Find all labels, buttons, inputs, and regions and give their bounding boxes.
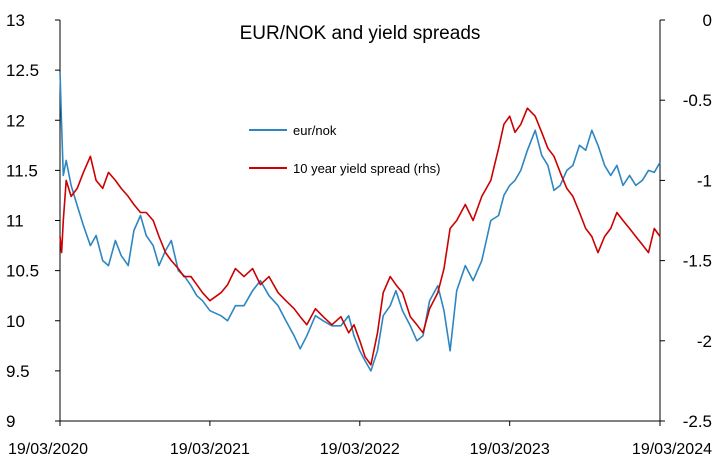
left-axis-tick-label: 10 [6,312,25,331]
eur-nok-series-line [59,72,661,372]
x-axis-tick-label: 19/03/2024 [632,441,712,458]
left-axis-tick-label: 11 [6,212,24,231]
right-axis-tick-label: -1.5 [683,252,712,271]
left-axis-tick-label: 13 [6,11,25,30]
chart-title: EUR/NOK and yield spreads [240,23,481,44]
right-axis-tick-label: 0 [703,11,712,30]
left-axis-tick-label: 12 [6,111,25,130]
legend-label: 10 year yield spread (rhs) [293,161,440,176]
x-axis-tick-label: 19/03/2023 [470,441,550,458]
series-layer [59,72,661,372]
left-axis-tick-label: 10.5 [6,262,39,281]
right-axis-tick-label: -2 [697,332,712,351]
left-axis-tick-label: 11.5 [6,161,38,180]
right-axis-tick-label: -2.5 [683,412,712,431]
left-axis-tick-label: 9.5 [6,362,30,381]
axes-layer: 13 12.5 12 11.5 11 10.5 10 9.5 9 0 -0.5 -1 -1.5 -2 -2.… [6,11,712,458]
left-axis-tick-label: 9 [6,412,15,431]
left-axis-tick-label: 12.5 [6,61,39,80]
x-axis-tick-label: 19/03/2020 [8,441,88,458]
right-axis-tick-label: -1 [697,171,712,190]
legend: eur/nok 10 year yield spread (rhs) [249,123,440,176]
yield-spread-series-line [59,107,661,366]
x-axis-tick-label: 19/03/2021 [170,441,250,458]
right-axis-tick-label: -0.5 [683,91,712,110]
x-axis-tick-label: 19/03/2022 [320,441,400,458]
legend-label: eur/nok [293,123,337,138]
